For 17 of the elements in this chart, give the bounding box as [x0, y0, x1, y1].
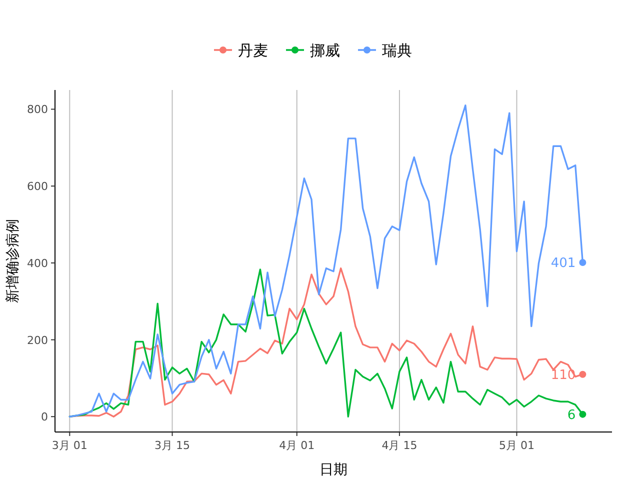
legend-label: 丹麦 — [238, 42, 268, 60]
x-tick-label: 4月 01 — [279, 439, 315, 452]
x-tick-label: 4月 15 — [382, 439, 418, 452]
x-tick-label: 3月 15 — [154, 439, 190, 452]
data-label: 401 — [550, 256, 576, 272]
y-tick-label: 600 — [27, 180, 48, 194]
data-label: 6 — [567, 408, 576, 423]
x-tick-label: 5月 01 — [498, 439, 534, 452]
x-axis-title: 日期 — [320, 462, 348, 478]
x-tick-label: 3月 01 — [52, 439, 88, 452]
y-tick-label: 400 — [27, 256, 48, 270]
y-tick-label: 200 — [27, 334, 48, 347]
y-axis-title: 新增确诊病例 — [5, 219, 21, 303]
legend-label: 挪威 — [310, 42, 340, 60]
y-tick-label: 0 — [41, 410, 48, 424]
legend-label: 瑞典 — [382, 42, 412, 60]
y-tick-label: 800 — [27, 103, 48, 116]
